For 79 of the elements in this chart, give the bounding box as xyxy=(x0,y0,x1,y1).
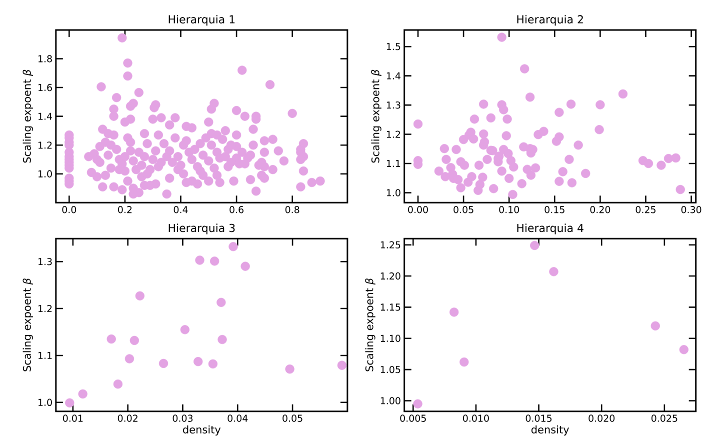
y-tick-label: 1.15 xyxy=(380,304,400,311)
x-tick-label: 0.020 xyxy=(588,414,615,422)
point xyxy=(549,266,558,276)
chart-title: Hierarquia 1 xyxy=(168,14,235,26)
y-tick-label: 1.2 xyxy=(38,304,52,312)
x-tick-label: 0.05 xyxy=(282,414,302,422)
y-tick-label: 1.1 xyxy=(38,352,52,359)
point xyxy=(158,358,168,368)
y-tick-label: 1.2 xyxy=(386,130,400,138)
y-axis-title: Scaling expoent β xyxy=(371,70,382,163)
point xyxy=(208,359,218,368)
x-tick-label: 0.20 xyxy=(590,206,610,214)
y-tick-label: 1.4 xyxy=(38,112,52,120)
x-tick-label: 0.8 xyxy=(285,206,300,214)
point xyxy=(285,364,294,374)
point xyxy=(228,242,238,252)
y-axis-title: Scaling expoent β xyxy=(22,70,33,163)
y-tick-label: 1.0 xyxy=(38,170,52,178)
x-tick-label: 0.03 xyxy=(172,414,193,422)
point xyxy=(78,389,88,398)
point xyxy=(449,307,459,317)
y-tick-label: 1.5 xyxy=(386,42,400,50)
x-axis-title: density xyxy=(183,425,221,436)
x-tick-label: 0.010 xyxy=(463,414,489,422)
x-tick-label: 0.015 xyxy=(526,414,552,422)
x-tick-label: 0.01 xyxy=(62,414,83,422)
x-tick-label: 0.025 xyxy=(651,414,678,422)
y-tick-label: 1.20 xyxy=(380,272,400,280)
y-tick-label: 1.3 xyxy=(38,258,52,266)
point xyxy=(337,360,347,370)
point xyxy=(195,255,204,265)
point xyxy=(413,399,422,408)
point xyxy=(194,356,203,366)
x-tick-label: 0.15 xyxy=(544,206,564,214)
x-tick-label: 0.6 xyxy=(230,206,244,214)
x-tick-label: 0.25 xyxy=(636,206,656,214)
x-tick-label: 0.04 xyxy=(228,414,248,422)
x-tick-label: 0.0 xyxy=(62,206,76,214)
point xyxy=(679,344,688,354)
point xyxy=(180,324,190,334)
x-tick-label: 0.30 xyxy=(681,206,702,214)
point xyxy=(124,354,134,364)
x-tick-label: 0.2 xyxy=(118,206,132,214)
chart-title: Hierarquia 3 xyxy=(168,223,235,234)
x-tick-label: 0.00 xyxy=(408,206,428,214)
point xyxy=(65,398,74,408)
x-axis-title: density xyxy=(531,425,569,436)
point xyxy=(240,262,250,271)
x-tick-label: 0.005 xyxy=(400,414,426,422)
y-tick-label: 1.4 xyxy=(386,72,400,80)
x-tick-label: 0.10 xyxy=(499,206,520,214)
y-tick-label: 1.2 xyxy=(38,141,52,148)
point xyxy=(530,240,540,250)
y-tick-label: 1.1 xyxy=(386,160,400,167)
point xyxy=(113,379,123,389)
x-tick-label: 0.02 xyxy=(118,414,138,422)
point xyxy=(216,298,226,307)
point xyxy=(218,334,227,344)
point xyxy=(130,336,140,345)
point xyxy=(650,321,660,330)
y-tick-label: 1.3 xyxy=(386,101,400,109)
chart-title: Hierarquia 2 xyxy=(517,14,583,26)
chart-title: Hierarquia 4 xyxy=(517,223,584,234)
y-tick-label: 1.10 xyxy=(380,334,400,342)
x-tick-label: 0.4 xyxy=(174,206,188,214)
y-tick-label: 1.6 xyxy=(38,84,52,91)
y-tick-label: 1.8 xyxy=(38,55,52,62)
point xyxy=(106,334,116,344)
y-tick-label: 1.0 xyxy=(386,189,400,196)
point xyxy=(210,256,220,266)
y-axis-title: Scaling expoent β xyxy=(22,278,33,372)
y-tick-label: 1.25 xyxy=(380,241,400,248)
y-axis-title: Scaling expoent β xyxy=(365,278,376,372)
x-tick-label: 0.05 xyxy=(454,206,474,214)
point xyxy=(135,291,144,300)
y-tick-label: 1.05 xyxy=(380,366,400,374)
y-tick-label: 1.0 xyxy=(38,398,52,406)
y-tick-label: 1.00 xyxy=(380,396,400,404)
point xyxy=(460,357,469,367)
